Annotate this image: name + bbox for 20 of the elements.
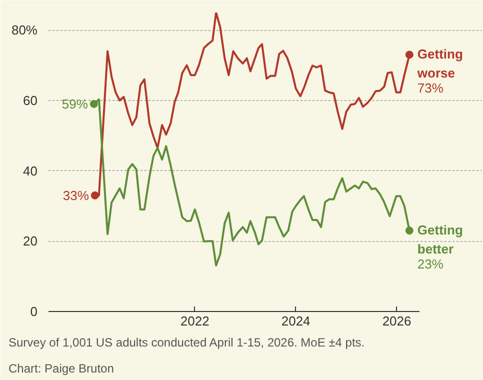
x-tick-label: 2026 [382,314,412,328]
y-tick-label: 40 [23,163,38,178]
data-label: 73% [417,80,444,96]
text: Chart: Paige Bruton [8,362,114,376]
data-label: 23% [417,256,444,272]
series-label: Getting better [417,222,463,256]
data-label: 33% [62,188,90,203]
x-tick-label: 2024 [281,314,310,328]
point [405,226,414,235]
text: Survey of 1,001 US adults conducted April 1-15, 2026. MoE ±4 pts. [8,336,365,350]
point [90,191,99,200]
data-label: 59% [62,96,88,112]
point [405,50,414,59]
y-tick-label: 0 [30,304,38,319]
series-label: Getting worse [416,46,463,80]
y-tick-label: 60 [23,92,38,108]
point [90,100,98,108]
y-tick-label: 20 [23,234,38,249]
y-tick-label: 80% [11,22,38,38]
x-tick-label: 2022 [180,314,210,328]
